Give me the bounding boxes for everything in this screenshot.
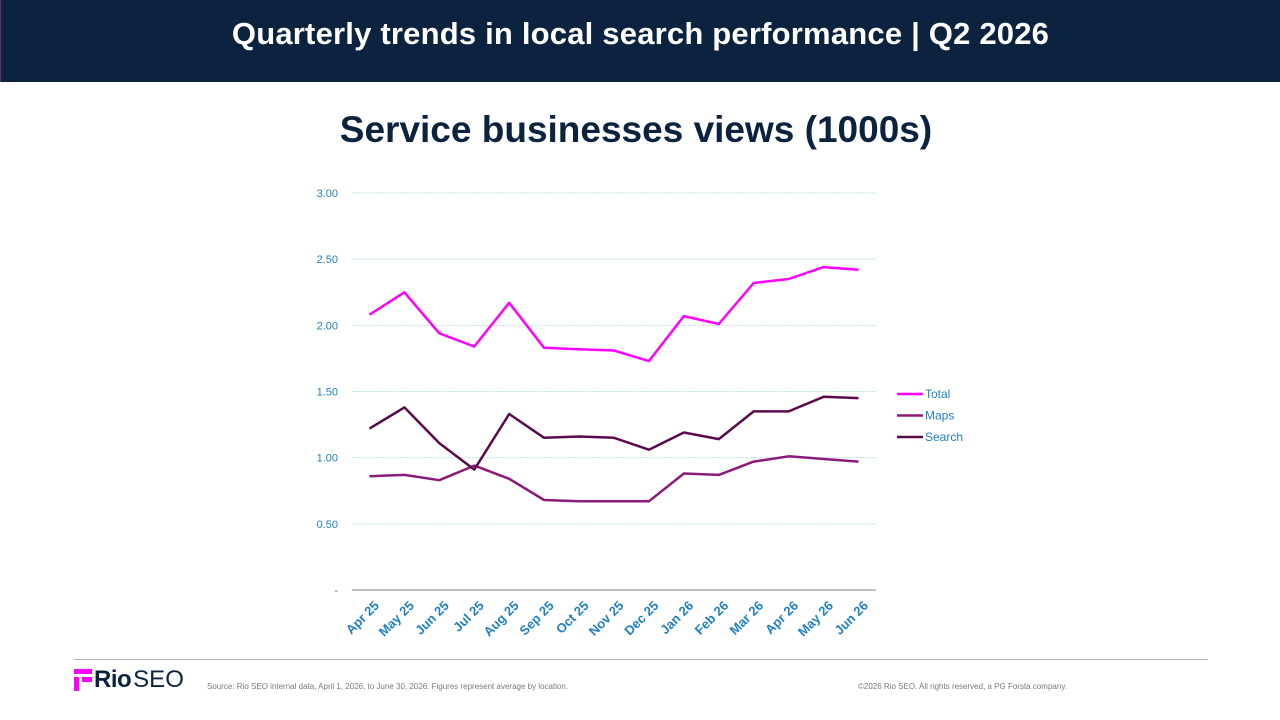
source-note: Source: Rio SEO internal data, April 1, …: [207, 682, 569, 691]
y-tick-label: 1.00: [317, 453, 338, 465]
x-tick-label: Apr 26: [762, 598, 801, 637]
series-line-total: [368, 265, 859, 363]
copyright-note: ©2026 Rio SEO. All rights reserved, a PG…: [858, 682, 1067, 691]
x-tick-label: Sep 25: [516, 598, 556, 638]
x-tick-label: Aug 25: [481, 598, 522, 639]
y-tick-label: 2.50: [317, 254, 338, 266]
x-tick-label: Dec 25: [621, 598, 661, 638]
y-tick-label: -: [334, 585, 338, 597]
rio-logo-mark-icon: [74, 669, 92, 691]
footer-divider: [74, 659, 1208, 660]
x-tick-label: Jan 26: [657, 598, 696, 637]
x-tick-label: May 25: [376, 598, 417, 639]
x-tick-label: Oct 25: [553, 598, 592, 637]
series-line-maps: [369, 455, 859, 503]
x-tick-label: Mar 26: [727, 598, 767, 638]
series-line-search: [368, 395, 859, 471]
y-tick-label: 0.50: [317, 519, 338, 531]
x-tick-label: Apr 25: [343, 598, 382, 637]
legend-label: Search: [925, 430, 963, 444]
x-tick-label: Feb 26: [692, 598, 732, 638]
y-tick-label: 2.00: [317, 320, 338, 332]
y-tick-label: 1.50: [317, 387, 338, 399]
legend-label: Total: [925, 387, 950, 401]
logo-rio-text: Rio: [94, 666, 132, 693]
x-tick-label: Jun 26: [831, 598, 871, 638]
rio-seo-logo: Rio SEO: [74, 666, 184, 693]
legend-label: Maps: [925, 409, 954, 423]
x-tick-label: Nov 25: [586, 598, 627, 639]
page-title: Quarterly trends in local search perform…: [231, 16, 1050, 51]
x-tick-label: May 26: [795, 598, 836, 639]
x-tick-label: Jun 25: [412, 598, 452, 638]
header-banner: Quarterly trends in local search perform…: [0, 0, 1280, 82]
y-tick-label: 3.00: [317, 188, 338, 200]
logo-seo-text: SEO: [133, 666, 184, 693]
chart-title: Service businesses views (1000s): [339, 109, 933, 150]
